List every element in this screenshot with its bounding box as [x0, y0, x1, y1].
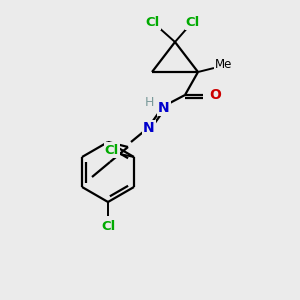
Text: N: N [158, 101, 170, 115]
Text: N: N [143, 121, 155, 135]
Text: Cl: Cl [105, 143, 119, 157]
Text: H: H [144, 95, 154, 109]
Text: Cl: Cl [186, 16, 200, 28]
Text: O: O [209, 88, 221, 102]
Text: Cl: Cl [146, 16, 160, 28]
Text: Me: Me [215, 58, 233, 70]
Text: Cl: Cl [101, 220, 115, 232]
